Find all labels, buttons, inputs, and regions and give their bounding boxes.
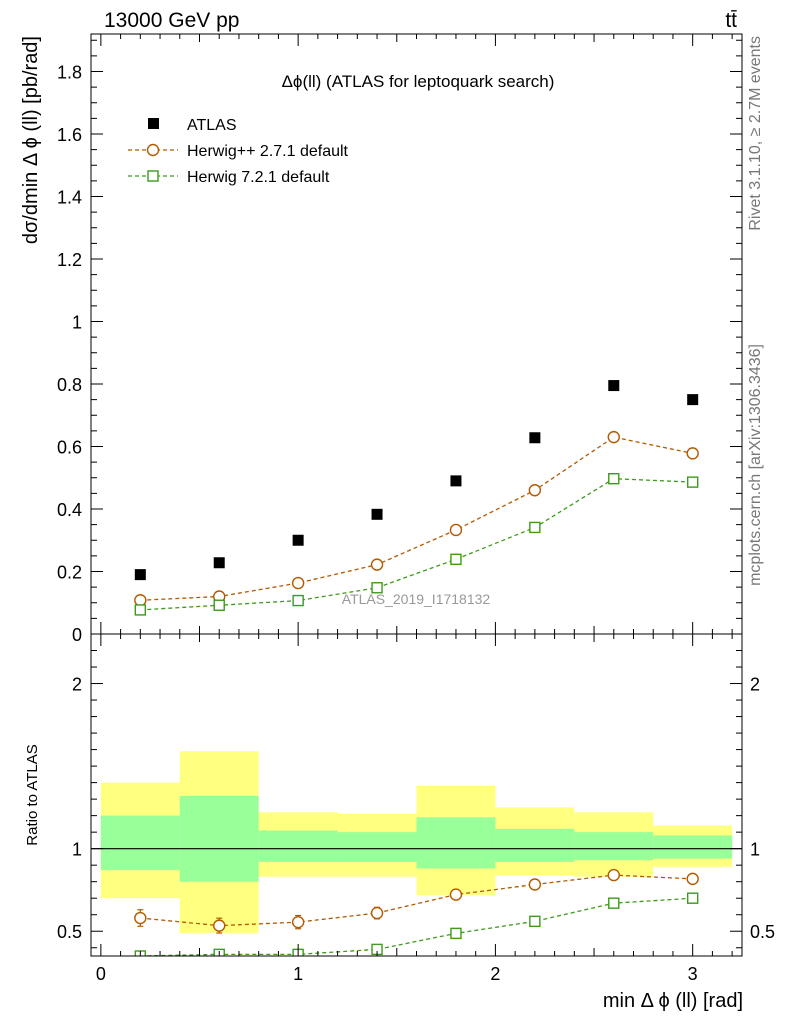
main-y-tick-label: 0.8 [57, 375, 82, 395]
herwig7-ratio-point [529, 915, 541, 928]
herwigpp-data-point [686, 447, 699, 460]
uncertainty-band-inner [416, 817, 496, 869]
ratio-y-tick-label-right: 1 [750, 840, 760, 860]
herwig7-data-point [686, 476, 699, 488]
legend-label-herwig7: Herwig 7.2.1 default [187, 169, 330, 186]
uncertainty-band-inner [653, 835, 733, 859]
main-y-tick-label: 0.4 [57, 500, 82, 520]
legend-marker-herwigpp [146, 143, 160, 157]
legend-item-atlas: ATLAS [148, 117, 237, 134]
atlas-data-point [450, 475, 462, 487]
legend-item-herwigpp: Herwig++ 2.7.1 default [128, 143, 349, 160]
x-tick-label: 3 [688, 964, 698, 984]
herwigpp-ratio-point [607, 868, 620, 882]
series-line-1 [140, 436, 693, 601]
main-y-tick-label: 0 [72, 625, 82, 645]
main-y-tick-label: 1.6 [57, 125, 82, 145]
uncertainty-band-inner [574, 832, 654, 861]
herwigpp-data-point [291, 576, 305, 590]
herwig7-data-point [450, 553, 462, 566]
main-y-tick-label: 1.8 [57, 63, 82, 83]
main-y-axis-label: dσ/dmin Δ ϕ (ll) [pb/rad] [20, 36, 42, 244]
atlas-data-point [134, 569, 146, 581]
herwigpp-ratio-point [686, 872, 699, 886]
atlas-data-point [371, 508, 383, 520]
legend-label-herwigpp: Herwig++ 2.7.1 default [187, 143, 349, 160]
ratio-series-line-0 [140, 874, 693, 927]
uncertainty-band-inner [337, 832, 417, 862]
herwig7-ratio-point [608, 897, 620, 909]
herwig7-data-point [608, 472, 620, 485]
x-tick-label: 0 [96, 964, 106, 984]
mcplots-label: mcplots.cern.ch [arXiv:1306.3436] [747, 344, 764, 586]
herwigpp-data-point [370, 558, 384, 571]
atlas-data-point [529, 432, 541, 444]
ratio-y-tick-label-left: 2 [72, 675, 82, 695]
herwig7-data-point [371, 582, 383, 594]
herwigpp-ratio-point [134, 911, 147, 925]
herwig7-data-point [529, 521, 541, 534]
uncertainty-band-inner [495, 828, 575, 862]
herwigpp-ratio-point [213, 919, 226, 932]
main-y-tick-label: 0.6 [57, 438, 82, 458]
herwigpp-data-point [607, 430, 620, 444]
ratio-y-axis-label: Ratio to ATLAS [24, 744, 41, 845]
main-y-tick-label: 1 [72, 313, 82, 333]
main-y-tick-label: 1.4 [57, 188, 82, 208]
herwigpp-ratio-point [291, 915, 305, 929]
herwig7-data-point [134, 604, 147, 616]
atlas-data-point [213, 557, 225, 569]
main-y-tick-label: 0.2 [57, 563, 82, 583]
process-label: tt̄ [725, 9, 737, 32]
ratio-y-tick-label-left: 0.5 [57, 922, 82, 942]
ratio-y-tick-label-right: 0.5 [750, 922, 775, 942]
legend-marker-herwig7 [147, 170, 159, 182]
uncertainty-band-inner [100, 815, 180, 871]
energy-label: 13000 GeV pp [104, 9, 239, 32]
uncertainty-band-inner [258, 830, 338, 862]
x-tick-label: 2 [490, 964, 500, 984]
atlas-data-point [687, 394, 699, 406]
herwig7-ratio-point [450, 927, 462, 940]
herwigpp-data-point [528, 484, 542, 497]
herwigpp-ratio-point [449, 888, 463, 901]
herwigpp-ratio-point [528, 878, 542, 891]
legend: ATLAS Herwig++ 2.7.1 default Herwig 7.2.… [128, 117, 349, 186]
uncertainty-band-inner [179, 795, 259, 882]
herwig7-data-point [292, 594, 304, 607]
legend-marker-atlas [148, 118, 159, 129]
ratio-series-line-1 [140, 897, 693, 956]
herwigpp-data-point [134, 594, 147, 607]
main-y-tick-label: 1.2 [57, 250, 82, 270]
atlas-data-point [608, 380, 620, 392]
legend-label-atlas: ATLAS [187, 117, 237, 134]
rivet-label: Rivet 3.1.10, ≥ 2.7M events [747, 36, 764, 231]
herwigpp-data-point [449, 523, 463, 537]
main-title: Δϕ(ll) (ATLAS for leptoquark search) [282, 72, 555, 91]
herwigpp-ratio-point [370, 906, 384, 920]
x-tick-label: 1 [293, 964, 303, 984]
herwig7-data-point [213, 599, 225, 611]
ratio-y-tick-label-right: 2 [750, 675, 760, 695]
legend-item-herwig7: Herwig 7.2.1 default [128, 169, 330, 186]
x-axis-label: min Δ ϕ (ll) [rad] [603, 990, 743, 1012]
watermark: ATLAS_2019_I1718132 [342, 591, 491, 607]
ratio-plot-area: 0.5 0.5 1 1 2 2 0 1 2 3 Ratio to ATLAS min Δ ϕ (… [24, 633, 775, 1012]
herwig7-ratio-point [686, 892, 699, 904]
series-line-2 [140, 478, 693, 611]
ratio-y-tick-label-left: 1 [72, 840, 82, 860]
atlas-data-point [292, 534, 304, 546]
main-plot-area: 0 0.2 0.4 0.6 0.8 1 1.2 1.4 1.6 1.8 Δϕ(ll) (ATLAS… [20, 33, 743, 645]
